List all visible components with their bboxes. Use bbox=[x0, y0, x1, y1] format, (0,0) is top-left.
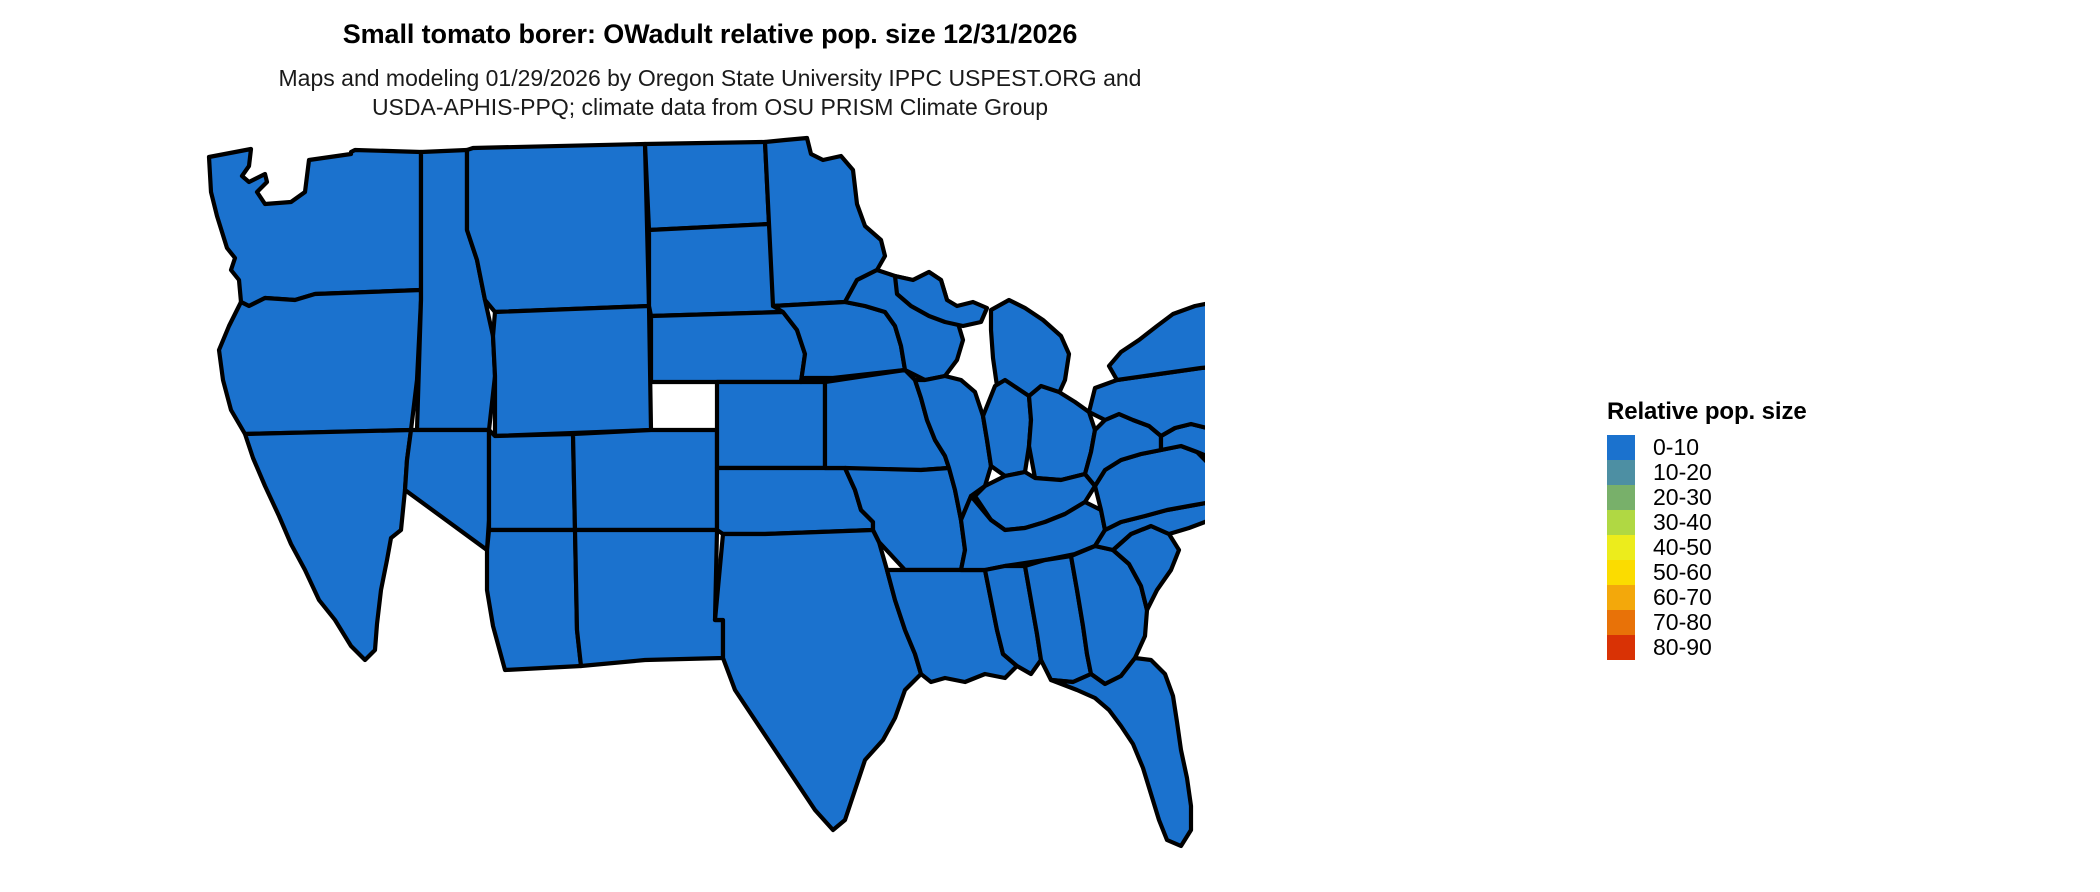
legend-title: Relative pop. size bbox=[1607, 398, 1807, 425]
state-nd[interactable] bbox=[642, 139, 772, 233]
legend-swatch-20-30 bbox=[1607, 485, 1635, 510]
legend-swatch-40-50 bbox=[1607, 535, 1635, 560]
legend-swatch-50-60 bbox=[1607, 560, 1635, 585]
state-mt[interactable] bbox=[464, 141, 652, 315]
legend-label-20-30: 20-30 bbox=[1653, 484, 1712, 510]
legend-rows: 0-10 10-20 20-30 30-40 40-50 50-60 bbox=[1607, 435, 1937, 660]
state-wy[interactable] bbox=[490, 303, 654, 439]
legend-row-30-40[interactable]: 30-40 bbox=[1607, 510, 1937, 535]
legend-label-0-10: 0-10 bbox=[1653, 434, 1700, 460]
us-choropleth-map bbox=[205, 130, 1205, 890]
legend-swatch-70-80 bbox=[1607, 610, 1635, 635]
state-ms[interactable] bbox=[982, 563, 1044, 677]
legend-label-60-70: 60-70 bbox=[1653, 584, 1712, 610]
state-az[interactable] bbox=[484, 527, 584, 673]
state-ca[interactable] bbox=[242, 427, 414, 663]
legend-swatch-80-90 bbox=[1607, 635, 1635, 660]
legend-row-10-20[interactable]: 10-20 bbox=[1607, 460, 1937, 485]
legend-swatch-60-70 bbox=[1607, 585, 1635, 610]
legend-label-10-20: 10-20 bbox=[1653, 459, 1712, 485]
legend-row-70-80[interactable]: 70-80 bbox=[1607, 610, 1937, 635]
title-block: Small tomato borer: OWadult relative pop… bbox=[0, 19, 1420, 123]
legend-label-40-50: 40-50 bbox=[1653, 534, 1712, 560]
legend-label-70-80: 70-80 bbox=[1653, 609, 1712, 635]
legend-row-60-70[interactable]: 60-70 bbox=[1607, 585, 1937, 610]
legend-swatch-0-10 bbox=[1607, 435, 1635, 460]
chart-subtitle-line-2: USDA-APHIS-PPQ; climate data from OSU PR… bbox=[371, 94, 1049, 121]
state-ut[interactable] bbox=[486, 427, 578, 533]
chart-subtitle-line-1: Maps and modeling 01/29/2026 by Oregon S… bbox=[278, 64, 1142, 91]
legend-row-80-90[interactable]: 80-90 bbox=[1607, 635, 1937, 660]
page-title: Small tomato borer: OWadult relative pop… bbox=[342, 19, 1078, 49]
state-wa[interactable] bbox=[206, 146, 424, 309]
legend-row-50-60[interactable]: 50-60 bbox=[1607, 560, 1937, 585]
chart-subtitle: Maps and modeling 01/29/2026 by Oregon S… bbox=[0, 64, 1420, 123]
legend-label-50-60: 50-60 bbox=[1653, 559, 1712, 585]
state-ne[interactable] bbox=[648, 309, 808, 385]
legend-swatch-30-40 bbox=[1607, 510, 1635, 535]
legend-row-0-10[interactable]: 0-10 bbox=[1607, 435, 1937, 460]
state-fl[interactable] bbox=[1048, 655, 1194, 849]
state-nv[interactable] bbox=[402, 427, 492, 553]
legend-row-20-30[interactable]: 20-30 bbox=[1607, 485, 1937, 510]
state-or[interactable] bbox=[216, 287, 424, 437]
us-states-svg bbox=[206, 135, 1205, 849]
legend-row-40-50[interactable]: 40-50 bbox=[1607, 535, 1937, 560]
state-sd[interactable] bbox=[646, 221, 790, 319]
legend-label-30-40: 30-40 bbox=[1653, 509, 1712, 535]
state-polygons bbox=[206, 135, 1205, 849]
state-co[interactable] bbox=[570, 427, 720, 533]
state-nm[interactable] bbox=[572, 527, 726, 669]
state-mi-up[interactable] bbox=[892, 269, 990, 329]
state-in[interactable] bbox=[980, 377, 1034, 479]
state-ks[interactable] bbox=[714, 379, 828, 471]
legend: Relative pop. size 0-10 10-20 20-30 30-4… bbox=[1607, 398, 1937, 660]
legend-swatch-10-20 bbox=[1607, 460, 1635, 485]
legend-label-80-90: 80-90 bbox=[1653, 634, 1712, 660]
state-ny[interactable] bbox=[1106, 301, 1205, 383]
